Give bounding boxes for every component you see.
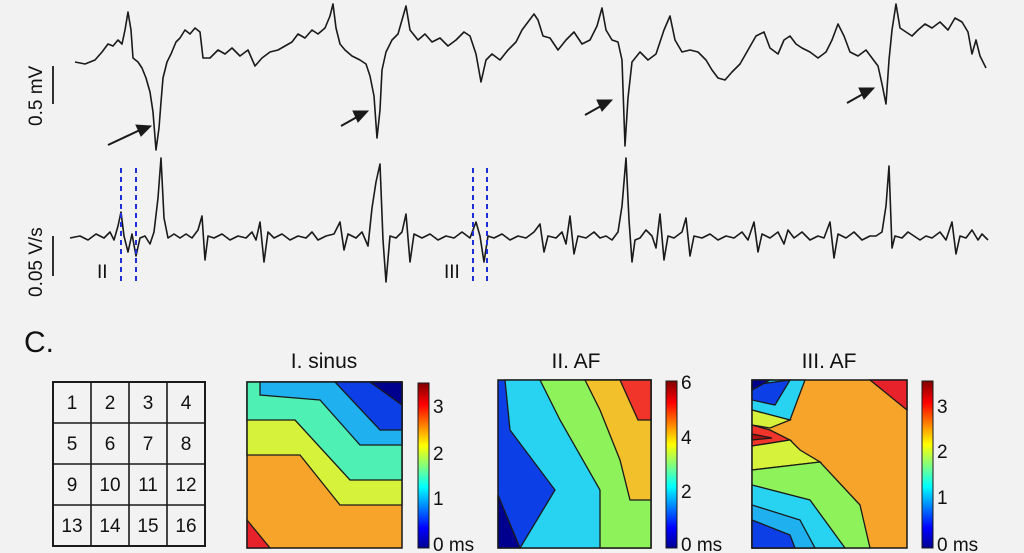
grid-cell-label: 7 (143, 434, 154, 455)
colorbar (417, 382, 430, 549)
electrogram-trace (74, 3, 987, 151)
grid-cell-label: 3 (143, 393, 154, 414)
grid-cell-label: 6 (105, 434, 116, 455)
map-af-ii: II. AF 6 4 2 0 ms (497, 350, 722, 553)
segment-label-ii: II (97, 262, 108, 283)
map-title: II. AF (551, 350, 600, 373)
colorbar-tick: 4 (681, 428, 692, 449)
colorbar-tick: 0 ms (937, 535, 978, 553)
colorbar-tick: 6 (681, 373, 692, 394)
arrow-icon (846, 87, 876, 104)
map-title: III. AF (802, 350, 857, 373)
arrow-markers (107, 87, 876, 146)
electrode-grid: 1 2 3 4 5 6 7 8 9 10 11 12 13 14 15 16 (52, 381, 206, 547)
grid-cell-label: 4 (181, 393, 192, 414)
panel-label: C. (24, 326, 54, 359)
grid-cell-label: 12 (175, 475, 196, 496)
map-title: I. sinus (291, 350, 358, 373)
scale-label-top: 0.5 mV (26, 65, 47, 126)
colorbar-tick: 3 (433, 397, 444, 418)
colorbar (665, 380, 678, 549)
grid-cell-label: 9 (67, 475, 78, 496)
grid-cell-label: 13 (61, 516, 82, 537)
colorbar-tick: 0 ms (433, 535, 474, 553)
grid-cell-label: 10 (99, 475, 120, 496)
colorbar-tick: 2 (681, 482, 692, 503)
colorbar-tick: 1 (433, 489, 444, 510)
colorbar-tick: 0 ms (681, 535, 722, 553)
grid-cell-label: 16 (175, 516, 196, 537)
map-af-iii: III. AF 3 2 1 0 ms (751, 350, 978, 553)
derivative-trace (69, 157, 989, 283)
grid-cell-label: 8 (181, 434, 192, 455)
segment-label-iii: III (444, 262, 460, 283)
grid-cell-label: 5 (67, 434, 78, 455)
colorbar (921, 380, 934, 549)
colorbar-tick: 2 (433, 444, 444, 465)
arrow-icon (107, 124, 153, 146)
grid-cell-label: 11 (138, 475, 158, 496)
segment-markers (120, 168, 488, 282)
grid-cell-label: 2 (105, 393, 116, 414)
colorbar-tick: 2 (937, 442, 948, 463)
grid-cell-label: 1 (67, 393, 78, 414)
scale-label-bottom: 0.05 V/s (26, 227, 47, 297)
colorbar-tick: 1 (937, 488, 948, 509)
arrow-icon (584, 99, 614, 116)
arrow-icon (340, 110, 370, 127)
colorbar-tick: 3 (937, 397, 948, 418)
grid-cell-label: 15 (137, 516, 158, 537)
grid-cell-label: 14 (99, 516, 121, 537)
map-sinus: I. sinus 3 2 1 0 ms (246, 350, 474, 553)
